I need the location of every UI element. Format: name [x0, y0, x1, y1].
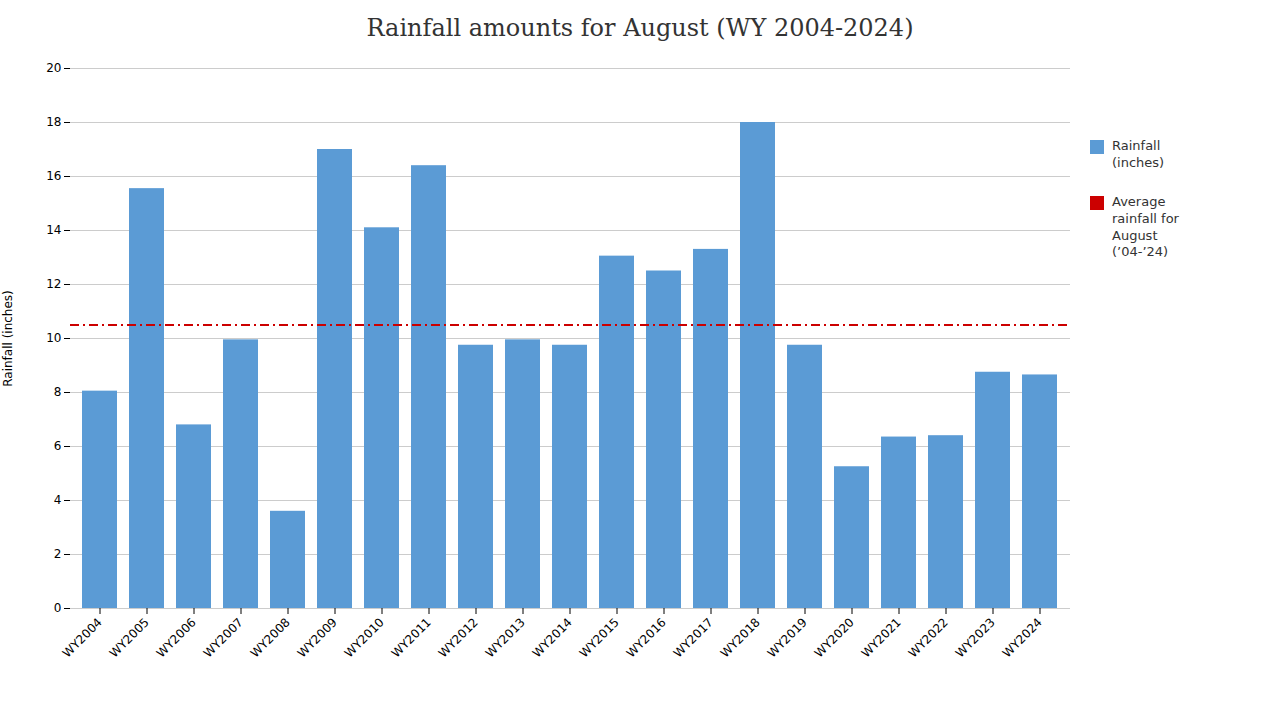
svg-text:WY2008: WY2008 — [248, 615, 293, 660]
svg-text:16: 16 — [46, 169, 61, 183]
svg-text:WY2019: WY2019 — [765, 615, 810, 660]
svg-text:14: 14 — [46, 223, 61, 237]
svg-text:6: 6 — [54, 439, 62, 453]
svg-text:WY2021: WY2021 — [859, 615, 904, 660]
svg-text:WY2005: WY2005 — [107, 615, 152, 660]
svg-text:10: 10 — [46, 331, 61, 345]
svg-text:WY2013: WY2013 — [483, 615, 528, 660]
svg-text:WY2012: WY2012 — [436, 615, 481, 660]
svg-text:WY2004: WY2004 — [60, 615, 105, 660]
svg-text:WY2015: WY2015 — [577, 615, 622, 660]
svg-text:WY2024: WY2024 — [1000, 615, 1045, 660]
html-text:Rainfall amounts for August (W: Rainfall amounts for August (WY 2004-202… — [366, 14, 914, 42]
svg-text:WY2010: WY2010 — [342, 615, 387, 660]
html-text:Rainfall (inches): Rainfall (inches) — [1112, 138, 1165, 170]
svg-text:WY2016: WY2016 — [624, 615, 669, 660]
svg-text:WY2022: WY2022 — [906, 615, 951, 660]
svg-text:4: 4 — [54, 493, 62, 507]
html-text:Average rainfall for August (’: Average rainfall for August (’04-’24) — [1112, 193, 1179, 260]
svg-text:WY2023: WY2023 — [953, 615, 998, 660]
svg-text:WY2018: WY2018 — [718, 615, 763, 660]
svg-text:20: 20 — [46, 61, 61, 75]
svg-text:WY2011: WY2011 — [389, 615, 434, 660]
svg-text:18: 18 — [46, 115, 61, 129]
svg-text:8: 8 — [54, 385, 62, 399]
svg-text:0: 0 — [54, 601, 62, 615]
svg-text:12: 12 — [46, 277, 61, 291]
svg-text:WY2020: WY2020 — [812, 615, 857, 660]
svg-text:WY2014: WY2014 — [530, 615, 575, 660]
svg-text:2: 2 — [54, 547, 62, 561]
svg-text:WY2007: WY2007 — [201, 615, 246, 660]
svg-text:WY2017: WY2017 — [671, 615, 716, 660]
svg-text:Rainfall (inches): Rainfall (inches) — [1, 290, 15, 387]
svg-text:WY2006: WY2006 — [154, 615, 199, 660]
svg-text:WY2009: WY2009 — [295, 615, 340, 660]
